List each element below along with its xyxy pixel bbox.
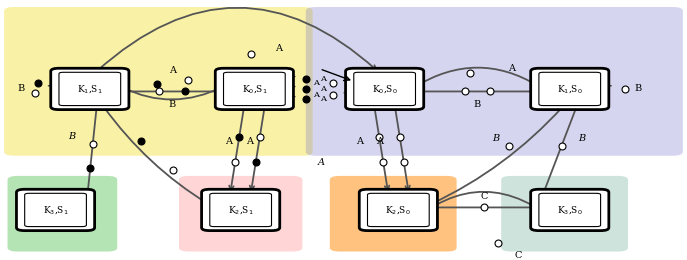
FancyArrowPatch shape bbox=[104, 107, 208, 204]
Text: C: C bbox=[480, 192, 488, 200]
Text: K$_1$,S$_1$: K$_1$,S$_1$ bbox=[77, 83, 102, 95]
Text: K$_3$,S$_1$: K$_3$,S$_1$ bbox=[43, 204, 69, 216]
Text: B: B bbox=[578, 134, 585, 143]
FancyBboxPatch shape bbox=[8, 176, 117, 251]
FancyArrowPatch shape bbox=[250, 107, 264, 190]
Text: A: A bbox=[275, 44, 282, 53]
FancyArrowPatch shape bbox=[418, 89, 539, 94]
FancyBboxPatch shape bbox=[330, 176, 457, 251]
FancyArrowPatch shape bbox=[539, 107, 576, 203]
FancyArrowPatch shape bbox=[122, 86, 223, 100]
Text: B: B bbox=[18, 84, 25, 93]
FancyArrowPatch shape bbox=[407, 192, 563, 228]
FancyArrowPatch shape bbox=[85, 107, 97, 203]
Text: B: B bbox=[473, 100, 481, 109]
FancyArrowPatch shape bbox=[229, 107, 244, 190]
Text: A: A bbox=[320, 85, 326, 93]
FancyBboxPatch shape bbox=[359, 189, 438, 231]
FancyBboxPatch shape bbox=[530, 189, 609, 231]
Text: A: A bbox=[320, 95, 326, 103]
Text: K$_1$,S$_0$: K$_1$,S$_0$ bbox=[557, 83, 583, 95]
FancyBboxPatch shape bbox=[306, 7, 683, 156]
Text: A: A bbox=[508, 64, 515, 73]
FancyArrowPatch shape bbox=[395, 107, 410, 190]
Text: A: A bbox=[313, 91, 319, 99]
FancyBboxPatch shape bbox=[215, 68, 293, 110]
Text: K$_0$,S$_1$: K$_0$,S$_1$ bbox=[242, 83, 267, 95]
Text: A: A bbox=[313, 79, 319, 87]
FancyArrowPatch shape bbox=[97, 8, 376, 71]
Text: K$_2$,S$_1$: K$_2$,S$_1$ bbox=[228, 204, 254, 216]
FancyBboxPatch shape bbox=[530, 68, 609, 110]
Text: B: B bbox=[635, 84, 642, 93]
FancyArrowPatch shape bbox=[431, 107, 563, 204]
FancyArrowPatch shape bbox=[121, 89, 221, 94]
FancyBboxPatch shape bbox=[201, 189, 280, 231]
FancyBboxPatch shape bbox=[179, 176, 302, 251]
Text: K$_2$,S$_0$: K$_2$,S$_0$ bbox=[385, 204, 412, 216]
Text: C: C bbox=[515, 251, 522, 260]
Text: A: A bbox=[320, 75, 326, 83]
FancyBboxPatch shape bbox=[16, 189, 95, 231]
FancyBboxPatch shape bbox=[51, 68, 129, 110]
FancyArrowPatch shape bbox=[416, 68, 537, 86]
Text: B: B bbox=[492, 134, 499, 143]
Text: A: A bbox=[318, 158, 325, 167]
Text: K$_0$,S$_0$: K$_0$,S$_0$ bbox=[372, 83, 398, 95]
Text: A: A bbox=[225, 137, 232, 146]
FancyBboxPatch shape bbox=[4, 7, 313, 156]
Text: B: B bbox=[168, 100, 176, 109]
FancyArrowPatch shape bbox=[374, 107, 390, 190]
Text: B: B bbox=[69, 132, 76, 141]
FancyBboxPatch shape bbox=[502, 176, 628, 251]
Text: A: A bbox=[246, 137, 253, 146]
Text: A: A bbox=[168, 66, 176, 75]
FancyBboxPatch shape bbox=[346, 68, 424, 110]
Text: A: A bbox=[376, 137, 383, 146]
FancyArrowPatch shape bbox=[431, 205, 539, 210]
Text: A: A bbox=[356, 137, 363, 146]
Text: K$_3$,S$_0$: K$_3$,S$_0$ bbox=[557, 204, 583, 216]
